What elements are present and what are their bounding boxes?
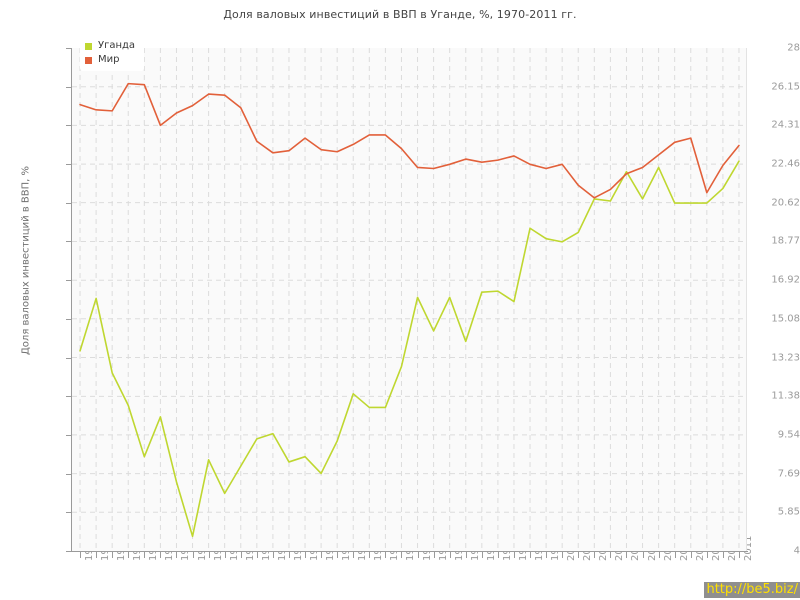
y-tick-mark <box>66 319 72 320</box>
y-tick-mark <box>66 358 72 359</box>
y-tick-label: 24.31 <box>771 119 800 131</box>
x-tick-mark <box>369 552 370 558</box>
chart-legend: Уганда Мир <box>80 36 145 71</box>
x-tick-mark <box>337 552 338 558</box>
x-tick-mark <box>353 552 354 558</box>
y-tick-label: 22.46 <box>771 158 800 170</box>
y-tick-label: 28 <box>787 42 800 54</box>
x-tick-mark <box>659 552 660 558</box>
y-tick-label: 4 <box>793 545 800 557</box>
y-tick-mark <box>66 435 72 436</box>
y-tick-label: 20.62 <box>771 197 800 209</box>
x-tick-mark <box>305 552 306 558</box>
x-tick-mark <box>578 552 579 558</box>
x-tick-mark <box>96 552 97 558</box>
y-axis-line <box>71 48 72 552</box>
x-tick-mark <box>225 552 226 558</box>
x-axis-line <box>71 551 748 552</box>
x-tick-mark <box>691 552 692 558</box>
plot-area <box>72 48 747 551</box>
x-tick-mark <box>418 552 419 558</box>
x-tick-mark <box>241 552 242 558</box>
x-tick-mark <box>209 552 210 558</box>
y-tick-label: 15.08 <box>771 313 800 325</box>
series-lines <box>79 82 740 538</box>
y-tick-mark <box>66 474 72 475</box>
x-tick-mark <box>193 552 194 558</box>
x-tick-mark <box>626 552 627 558</box>
x-tick-mark <box>610 552 611 558</box>
y-tick-mark <box>66 551 72 552</box>
y-tick-label: 26.15 <box>771 81 800 93</box>
y-tick-mark <box>66 164 72 165</box>
legend-label: Мир <box>98 53 120 65</box>
x-tick-mark <box>514 552 515 558</box>
x-tick-mark <box>321 552 322 558</box>
x-tick-mark <box>112 552 113 558</box>
x-tick-mark <box>482 552 483 558</box>
y-tick-label: 11.38 <box>771 390 800 402</box>
legend-item[interactable]: Уганда <box>85 39 135 53</box>
x-tick-mark <box>144 552 145 558</box>
y-tick-label: 18.77 <box>771 235 800 247</box>
legend-swatch-icon <box>85 42 92 50</box>
x-tick-mark <box>594 552 595 558</box>
y-tick-mark <box>66 396 72 397</box>
y-tick-mark <box>66 87 72 88</box>
x-tick-mark <box>160 552 161 558</box>
x-tick-mark <box>498 552 499 558</box>
x-tick-mark <box>466 552 467 558</box>
legend-item[interactable]: Мир <box>85 53 135 67</box>
y-tick-mark <box>66 512 72 513</box>
series-line-world <box>79 82 740 199</box>
x-tick-mark <box>707 552 708 558</box>
x-tick-mark <box>401 552 402 558</box>
y-tick-label: 7.69 <box>777 468 800 480</box>
y-tick-label: 9.54 <box>777 429 800 441</box>
x-tick-mark <box>273 552 274 558</box>
x-tick-mark <box>546 552 547 558</box>
y-axis-title: Доля валовых инвестиций в ВВП, % <box>20 166 32 355</box>
y-tick-label: 5.85 <box>777 506 800 518</box>
x-tick-mark <box>739 552 740 558</box>
x-tick-mark <box>257 552 258 558</box>
series-line-uganda <box>79 160 740 538</box>
plot-svg <box>72 48 747 551</box>
y-tick-mark <box>66 280 72 281</box>
y-tick-mark <box>66 125 72 126</box>
x-tick-mark <box>289 552 290 558</box>
x-tick-mark <box>434 552 435 558</box>
legend-swatch-icon <box>85 56 92 64</box>
x-tick-mark <box>562 552 563 558</box>
y-tick-label: 13.23 <box>771 352 800 364</box>
x-tick-mark <box>128 552 129 558</box>
x-tick-mark <box>675 552 676 558</box>
y-tick-mark <box>66 203 72 204</box>
y-tick-label: 16.92 <box>771 274 800 286</box>
legend-label: Уганда <box>98 39 136 51</box>
x-tick-mark <box>723 552 724 558</box>
watermark: http://be5.biz/ <box>704 582 800 598</box>
gridlines <box>72 48 747 551</box>
y-tick-mark <box>66 241 72 242</box>
x-tick-mark <box>530 552 531 558</box>
x-tick-mark <box>385 552 386 558</box>
x-tick-mark <box>450 552 451 558</box>
y-tick-mark <box>66 48 72 49</box>
chart-title: Доля валовых инвестиций в ВВП в Уганде, … <box>223 8 577 21</box>
x-tick-mark <box>176 552 177 558</box>
x-tick-mark <box>643 552 644 558</box>
x-tick-mark <box>80 552 81 558</box>
